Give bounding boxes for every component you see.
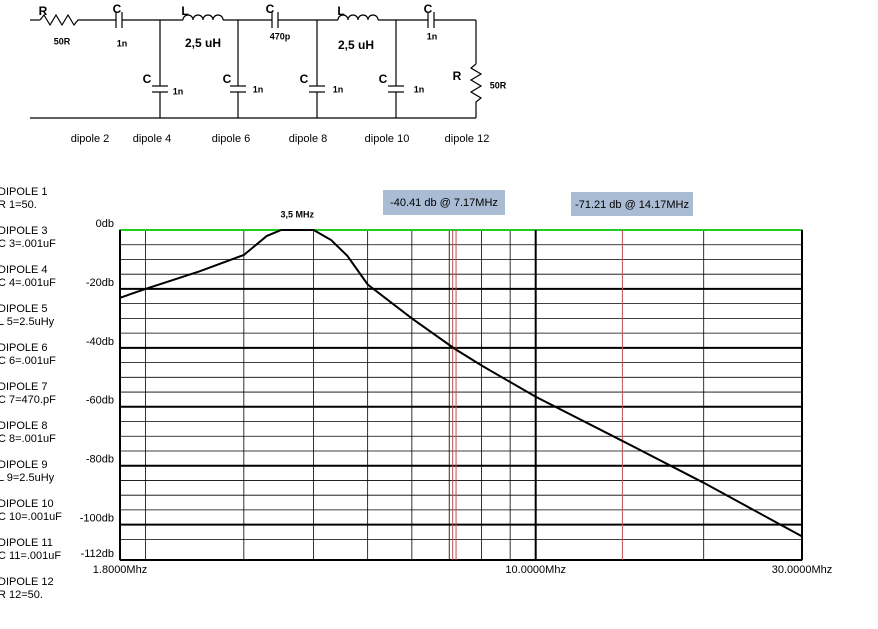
dipole-name: DIPOLE 7 xyxy=(0,381,48,393)
component-label: R xyxy=(453,69,462,83)
component-label: C xyxy=(266,2,275,16)
dipole-name: DIPOLE 10 xyxy=(0,498,54,510)
series-line xyxy=(119,229,803,538)
plot-area xyxy=(119,229,803,561)
dipole-name: DIPOLE 5 xyxy=(0,303,48,315)
x-tick-label: 1.8000Mhz xyxy=(93,564,147,576)
component-label: 1n xyxy=(173,86,184,96)
component-label: C xyxy=(223,72,232,86)
component-label: 2,5 uH xyxy=(338,38,374,52)
dipole-value: C 7=470.pF xyxy=(0,394,56,406)
component-label: 1n xyxy=(414,84,425,94)
component-label: 470p xyxy=(270,31,291,41)
dipole-label: dipole 8 xyxy=(289,133,328,145)
y-tick-label: -60db xyxy=(86,395,114,407)
dipole-value: L 5=2.5uHy xyxy=(0,316,55,328)
y-tick-label: -40db xyxy=(86,336,114,348)
dipole-name: DIPOLE 9 xyxy=(0,459,48,471)
dipole-value: R 12=50. xyxy=(0,589,43,601)
y-tick-label: -20db xyxy=(86,277,114,289)
dipole-name: DIPOLE 11 xyxy=(0,537,53,549)
component-label: C xyxy=(424,2,433,16)
dipole-label: dipole 6 xyxy=(212,133,251,145)
component-label: 2,5 uH xyxy=(185,36,221,50)
readout-box xyxy=(571,192,693,216)
schematic: R 50R C 1n C 1n L 2,5 uH C 1n C 470p C 1n L 2,5 uH C 1n C 1… xyxy=(30,2,507,145)
dipole-value: C 4=.001uF xyxy=(0,277,56,289)
component-label: C xyxy=(113,2,122,16)
dipole-name: DIPOLE 12 xyxy=(0,576,54,588)
readout-label: -40.41 db @ 7.17MHz xyxy=(390,197,498,209)
y-tick-label: -80db xyxy=(86,454,114,466)
dipole-label: dipole 2 xyxy=(71,133,110,145)
component-label: C xyxy=(300,72,309,86)
dipole-value: L 9=2.5uHy xyxy=(0,472,55,484)
dipole-value: C 6=.001uF xyxy=(0,355,56,367)
dipole-value: C 10=.001uF xyxy=(0,511,62,523)
component-label: 1n xyxy=(253,84,264,94)
dipole-name: DIPOLE 1 xyxy=(0,186,48,198)
dipole-list: DIPOLE 1R 1=50. DIPOLE 3C 3=.001uF DIPOLE … xyxy=(0,186,62,601)
y-tick-label: -112db xyxy=(81,548,114,560)
dipole-name: DIPOLE 3 xyxy=(0,225,48,237)
dipole-label: dipole 12 xyxy=(445,133,490,145)
dipole-label: dipole 4 xyxy=(133,133,172,145)
dipole-name: DIPOLE 6 xyxy=(0,342,48,354)
component-label: C xyxy=(379,72,388,86)
component-label: 1n xyxy=(427,31,438,41)
component-label: L xyxy=(337,4,344,18)
chart: 0db -20db -40db -60db -80db -100db -112db 1.800… xyxy=(80,197,833,576)
dipole-value: C 8=.001uF xyxy=(0,433,56,445)
component-label: R xyxy=(39,4,48,18)
dipole-value: R 1=50. xyxy=(0,199,37,211)
x-tick-label: 30.0000Mhz xyxy=(772,564,833,576)
component-label: 50R xyxy=(490,80,507,90)
readout-label: -71.21 db @ 14.17MHz xyxy=(575,199,689,211)
component-label: 1n xyxy=(333,84,344,94)
y-tick-label: -100db xyxy=(80,513,114,525)
component-label: 1n xyxy=(117,38,128,48)
component-label: L xyxy=(181,4,188,18)
dipole-value: C 3=.001uF xyxy=(0,238,56,250)
dipole-value: C 11=.001uF xyxy=(0,550,61,562)
readout-box xyxy=(383,190,505,215)
x-tick-label: 10.0000Mhz xyxy=(505,564,566,576)
dipole-name: DIPOLE 8 xyxy=(0,420,48,432)
dipole-name: DIPOLE 4 xyxy=(0,264,48,276)
dipole-label: dipole 10 xyxy=(365,133,410,145)
y-tick-label: 0db xyxy=(96,218,114,230)
component-label: C xyxy=(143,72,152,86)
peak-label: 3,5 MHz xyxy=(280,209,314,219)
component-label: 50R xyxy=(54,36,71,46)
